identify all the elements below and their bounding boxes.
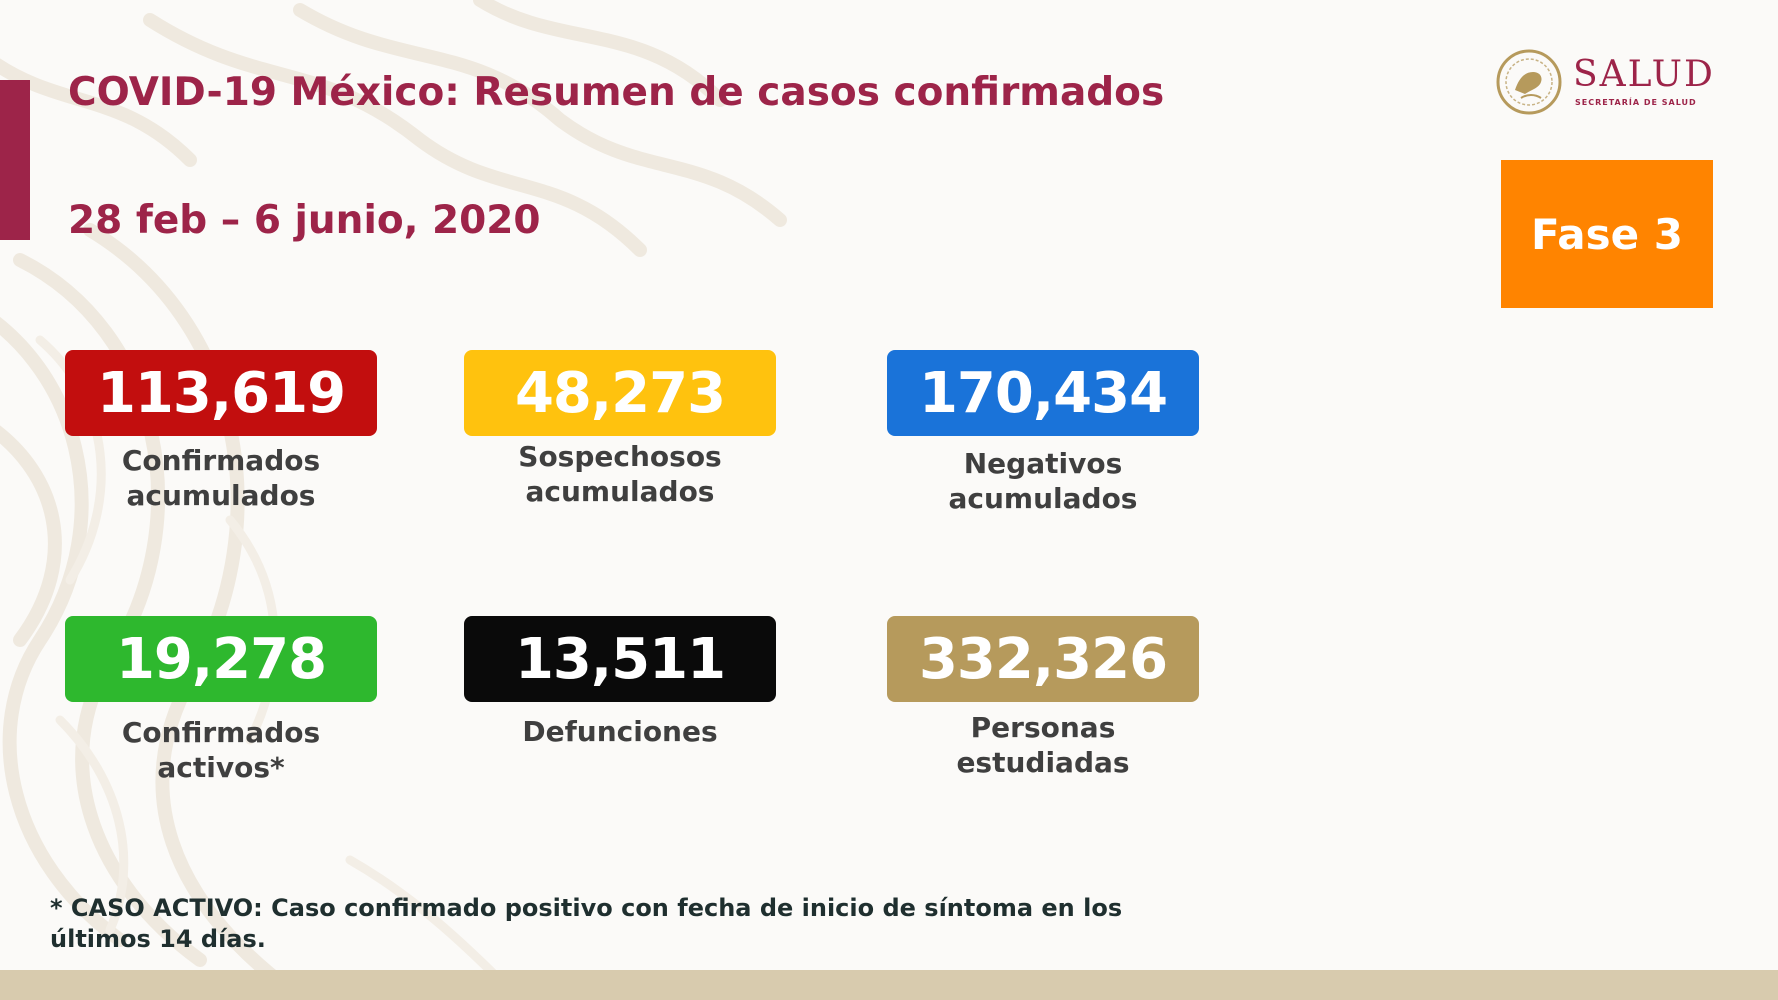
stat-label: Negativos acumulados [887,446,1199,516]
stat-value: 170,434 [887,350,1199,436]
stat-label: Confirmados activos* [65,715,377,785]
stat-label-line: Confirmados [121,444,321,477]
stat-label-line: Personas [970,711,1116,744]
stat-value: 332,326 [887,616,1199,702]
stat-label-line: activos* [157,751,285,784]
stat-value: 19,278 [65,616,377,702]
stat-label-line: estudiadas [956,746,1130,779]
footnote-line: * CASO ACTIVO: Caso confirmado positivo … [50,894,1123,922]
stat-card-confirmados-activos: 19,278 Confirmados activos* [65,616,377,785]
stat-value: 13,511 [464,616,776,702]
stat-value: 48,273 [464,350,776,436]
stat-card-confirmados-acumulados: 113,619 Confirmados acumulados [65,350,377,513]
stat-label-line: acumulados [525,475,715,508]
salud-logo: SALUD SECRETARÍA DE SALUD [1495,48,1715,120]
stat-label-line: acumulados [126,479,316,512]
stat-label: Defunciones [464,714,776,749]
title-accent-bar [0,80,30,240]
phase-badge: Fase 3 [1501,160,1713,308]
stat-label: Personas estudiadas [887,710,1199,780]
stat-value: 113,619 [65,350,377,436]
stat-label-line: Sospechosos [518,440,722,473]
stat-card-defunciones: 13,511 Defunciones [464,616,776,749]
stat-card-negativos-acumulados: 170,434 Negativos acumulados [887,350,1199,516]
page-title: COVID-19 México: Resumen de casos confir… [68,70,1165,115]
eagle-seal-icon [1496,49,1562,115]
stat-label-line: Confirmados [121,716,321,749]
footnote-line: últimos 14 días. [50,925,266,953]
logo-wordmark: SALUD [1573,54,1715,95]
logo-subtext: SECRETARÍA DE SALUD [1575,98,1697,107]
stat-label: Sospechosos acumulados [464,439,776,509]
active-case-footnote: * CASO ACTIVO: Caso confirmado positivo … [50,893,1250,955]
date-range: 28 feb – 6 junio, 2020 [68,198,541,243]
stat-card-sospechosos-acumulados: 48,273 Sospechosos acumulados [464,350,776,509]
stat-label-line: Defunciones [522,715,718,748]
stat-card-personas-estudiadas: 332,326 Personas estudiadas [887,616,1199,780]
bottom-band [0,970,1778,1000]
stat-label-line: acumulados [948,482,1138,515]
stat-label: Confirmados acumulados [65,443,377,513]
stat-label-line: Negativos [963,447,1123,480]
